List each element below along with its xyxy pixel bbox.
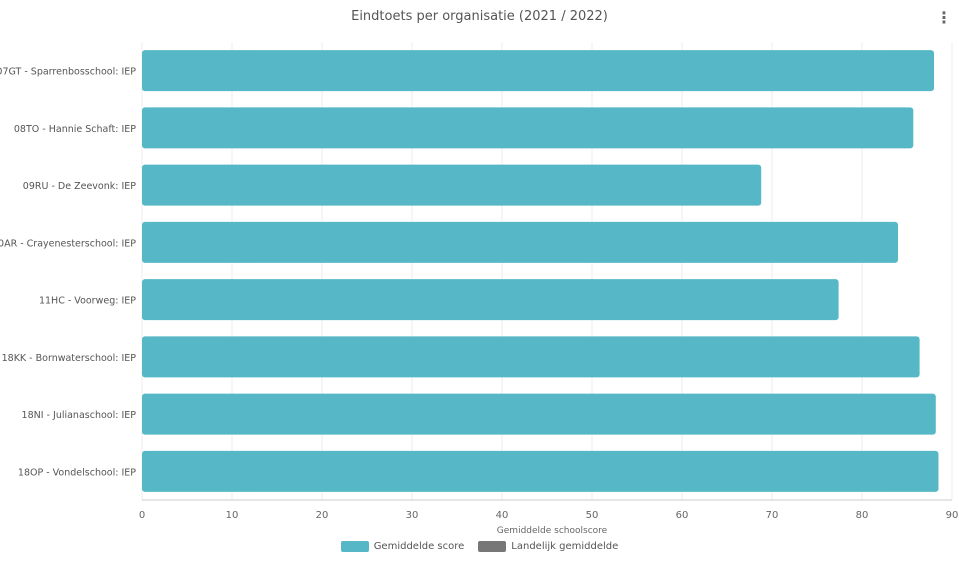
y-category-label: 10AR - Crayenesterschool: IEP	[0, 238, 136, 249]
legend-item-landelijk-gemiddelde[interactable]: Landelijk gemiddelde	[478, 541, 618, 552]
y-category-label: 08TO - Hannie Schaft: IEP	[14, 124, 136, 135]
x-tick-label: 50	[586, 510, 599, 521]
y-category-label: 18NI - Julianaschool: IEP	[22, 410, 137, 421]
x-tick-label: 40	[496, 510, 509, 521]
y-category-label: 11HC - Voorweg: IEP	[39, 296, 136, 307]
legend-swatch-landelijk-gemiddelde	[478, 541, 507, 552]
bar[interactable]	[142, 50, 934, 92]
bar[interactable]	[142, 279, 839, 321]
x-tick-label: 10	[226, 510, 239, 521]
bar[interactable]	[142, 107, 914, 149]
legend-label-landelijk-gemiddelde: Landelijk gemiddelde	[511, 541, 619, 552]
x-tick-label: 80	[856, 510, 869, 521]
x-tick-label: 0	[139, 510, 145, 521]
x-tick-label: 20	[316, 510, 329, 521]
x-tick-label: 90	[946, 510, 959, 521]
y-category-label: 18KK - Bornwaterschool: IEP	[2, 353, 137, 364]
bar[interactable]	[142, 221, 898, 263]
bar[interactable]	[142, 450, 939, 492]
x-axis-title: Gemiddelde schoolscore	[497, 526, 608, 536]
y-category-label: 09RU - De Zeevonk: IEP	[23, 181, 136, 192]
chart-menu-icon[interactable]: ⋮	[936, 8, 952, 27]
bar[interactable]	[142, 336, 920, 378]
bar[interactable]	[142, 164, 762, 206]
y-category-label: 07GT - Sparrenbosschool: IEP	[0, 67, 136, 78]
bar[interactable]	[142, 393, 936, 435]
legend-label-gemiddelde-score: Gemiddelde score	[373, 541, 465, 552]
chart-legend: Gemiddelde score Landelijk gemiddelde	[0, 541, 959, 552]
x-tick-label: 30	[406, 510, 419, 521]
x-tick-label: 70	[766, 510, 779, 521]
legend-item-gemiddelde-score[interactable]: Gemiddelde score	[340, 541, 465, 552]
legend-swatch-gemiddelde-score	[340, 541, 369, 552]
chart-title: Eindtoets per organisatie (2021 / 2022)	[351, 9, 608, 24]
y-category-label: 18OP - Vondelschool: IEP	[18, 467, 136, 478]
x-tick-label: 60	[676, 510, 689, 521]
